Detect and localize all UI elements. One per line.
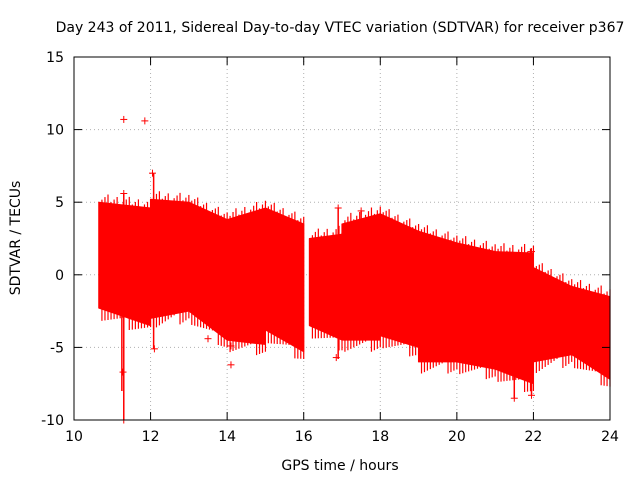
- x-tick-label: 16: [295, 429, 313, 445]
- chart-title: Day 243 of 2011, Sidereal Day-to-day VTE…: [56, 20, 625, 36]
- data-point: [119, 368, 127, 376]
- data-point: [148, 169, 156, 177]
- data-band: [308, 233, 343, 341]
- x-tick-label: 24: [601, 429, 619, 445]
- y-axis-label: SDTVAR / TECUs: [8, 181, 24, 296]
- y-tick-label: 15: [46, 50, 64, 66]
- data-point: [120, 115, 128, 123]
- y-tick-label: -10: [41, 413, 64, 429]
- x-tick-label: 10: [65, 429, 83, 445]
- data-point: [150, 345, 158, 353]
- y-tick-label: 0: [55, 268, 64, 284]
- data-point: [120, 189, 128, 197]
- data-point: [510, 394, 518, 402]
- data-point: [528, 391, 536, 399]
- data-band: [98, 201, 152, 327]
- data-point: [357, 207, 365, 215]
- data-series: [98, 115, 611, 424]
- x-tick-label: 22: [525, 429, 543, 445]
- plot-frame: [73, 56, 611, 421]
- axes: 10 12 14 16 18 20 22 24 -10 -5 0 5 10 15: [41, 50, 619, 445]
- data-point: [141, 117, 149, 125]
- x-tick-label: 18: [371, 429, 389, 445]
- data-point: [528, 248, 536, 256]
- data-point: [204, 335, 212, 343]
- data-point: [334, 204, 342, 212]
- y-tick-label: -5: [50, 340, 64, 356]
- y-tick-label: 5: [55, 195, 64, 211]
- data-point: [227, 342, 235, 350]
- data-point: [332, 354, 340, 362]
- x-tick-label: 14: [218, 429, 236, 445]
- x-tick-label: 20: [448, 429, 466, 445]
- y-tick-label: 10: [46, 123, 64, 139]
- data-point: [227, 361, 235, 369]
- x-tick-label: 12: [142, 429, 160, 445]
- x-axis-label: GPS time / hours: [281, 458, 398, 474]
